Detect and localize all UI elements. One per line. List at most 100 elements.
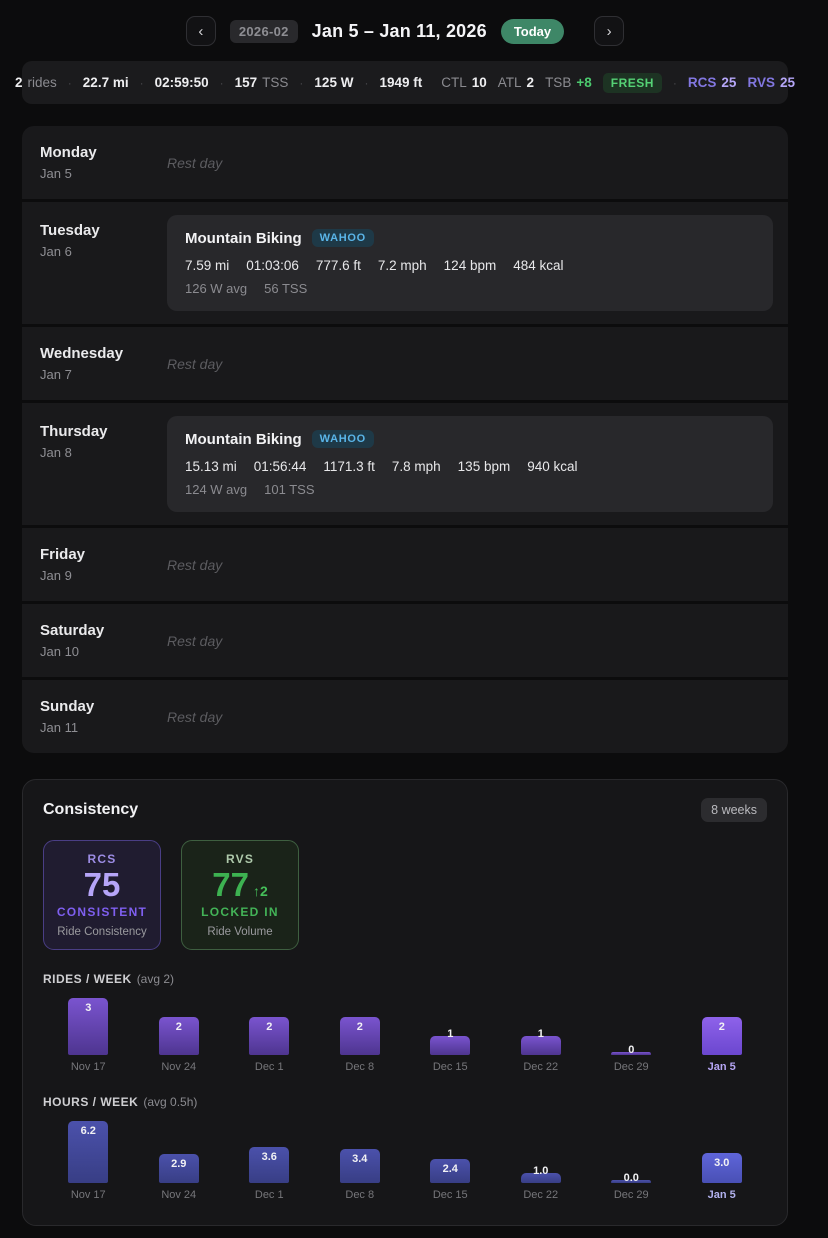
fresh-status-badge: FRESH bbox=[602, 72, 662, 93]
bar-value-label: 1.0 bbox=[533, 1165, 549, 1177]
summary-stat-part: CTL bbox=[441, 75, 467, 90]
bar-category-label: Dec 1 bbox=[254, 1061, 284, 1073]
chart-label-row: RIDES / WEEK (avg 2) bbox=[43, 972, 767, 986]
bar-value-label: 6.2 bbox=[80, 1125, 96, 1137]
score-sublabel: Ride Volume bbox=[207, 926, 273, 939]
bar-category-label: Dec 29 bbox=[613, 1061, 649, 1073]
activity-card[interactable]: Mountain Biking WAHOO 15.13 mi 01:56:44 1171… bbox=[167, 416, 773, 512]
day-date: Jan 6 bbox=[40, 244, 72, 259]
bar: 2 bbox=[701, 1017, 742, 1055]
day-name: Friday bbox=[40, 546, 86, 563]
bar: 1 bbox=[520, 1028, 561, 1055]
chart-bars: 3 Nov 17 2 Nov 24 2 Dec 1 2 Dec 8 1 Dec 15 1 Dec 22… bbox=[43, 998, 767, 1073]
next-week-button[interactable]: › bbox=[594, 16, 625, 46]
stat-separator-dot: · bbox=[219, 75, 224, 90]
chart-column: 2 Nov 24 bbox=[134, 998, 225, 1073]
chart-column: 0 Dec 29 bbox=[586, 998, 677, 1073]
bar: 1.0 bbox=[520, 1165, 561, 1183]
activity-stat-secondary: 124 W avg bbox=[185, 482, 248, 497]
activity-stat-secondary: 101 TSS bbox=[264, 482, 315, 497]
activity-secondary-stats: 124 W avg 101 TSS bbox=[185, 482, 755, 497]
summary-stat-part: rides bbox=[27, 75, 57, 90]
bar-value-label: 2.9 bbox=[171, 1158, 187, 1170]
day-date: Jan 5 bbox=[40, 166, 72, 181]
score-label: RCS bbox=[87, 851, 117, 866]
bar-wrap: 6.2 bbox=[43, 1121, 134, 1183]
hours-per-week-chart: HOURS / WEEK (avg 0.5h) 6.2 Nov 17 2.9 Nov 24… bbox=[43, 1095, 767, 1201]
score-label: RVS bbox=[225, 851, 255, 866]
range-selector-badge[interactable]: 8 weeks bbox=[701, 798, 767, 822]
summary-stat-part: ATL bbox=[497, 75, 522, 90]
bar-wrap: 3.6 bbox=[224, 1121, 315, 1183]
day-row: Wednesday Jan 7 Rest day bbox=[22, 327, 788, 400]
bar-category-label: Nov 17 bbox=[70, 1189, 106, 1201]
prev-week-button[interactable]: ‹ bbox=[185, 16, 216, 46]
activity-secondary-stats: 126 W avg 56 TSS bbox=[185, 281, 755, 296]
summary-stat-part: 2 bbox=[15, 75, 23, 90]
bar: 3 bbox=[68, 998, 109, 1055]
bar: 2 bbox=[339, 1017, 380, 1055]
chart-column: 6.2 Nov 17 bbox=[43, 1121, 134, 1201]
bar: 0.0 bbox=[611, 1172, 652, 1184]
summary-stat: CTL 10 bbox=[441, 75, 487, 90]
score-status: CONSISTENT bbox=[56, 905, 148, 920]
activity-stat: 01:56:44 bbox=[253, 459, 307, 474]
day-row: Friday Jan 9 Rest day bbox=[22, 528, 788, 601]
activity-stat: 15.13 mi bbox=[185, 459, 237, 474]
summary-stat: 157 TSS bbox=[235, 75, 289, 90]
bar-category-label: Dec 8 bbox=[345, 1189, 375, 1201]
day-name: Wednesday bbox=[40, 345, 124, 362]
bar-wrap: 1 bbox=[496, 998, 587, 1055]
bar-value-label: 2.4 bbox=[442, 1163, 458, 1175]
activity-title-row: Mountain Biking WAHOO bbox=[185, 430, 755, 448]
activity-stat: 940 kcal bbox=[527, 459, 578, 474]
score-status: LOCKED IN bbox=[201, 905, 279, 920]
score-value: 77 ↑2 bbox=[212, 865, 268, 903]
bar: 2.4 bbox=[430, 1159, 471, 1183]
activity-stat: 01:03:06 bbox=[246, 258, 299, 273]
bar-value-label: 1 bbox=[447, 1028, 454, 1040]
bar: 3.0 bbox=[701, 1153, 742, 1183]
day-row: Sunday Jan 11 Rest day bbox=[22, 680, 788, 753]
day-date: Jan 10 bbox=[40, 644, 80, 659]
bar-value-label: 0 bbox=[628, 1044, 635, 1056]
stat-separator-dot: · bbox=[299, 75, 304, 90]
bar-value-label: 2 bbox=[175, 1021, 182, 1033]
bar-wrap: 2 bbox=[224, 998, 315, 1055]
activity-primary-stats: 7.59 mi 01:03:06 777.6 ft 7.2 mph 124 bpm 484… bbox=[185, 258, 755, 273]
chart-column: 2 Jan 5 bbox=[677, 998, 768, 1073]
bar-value-label: 2 bbox=[266, 1021, 273, 1033]
summary-stat: RVS 25 bbox=[747, 75, 795, 90]
chart-column: 1.0 Dec 22 bbox=[496, 1121, 587, 1201]
day-name: Sunday bbox=[40, 698, 95, 715]
bar-value-label: 3.6 bbox=[261, 1151, 277, 1163]
activity-title: Mountain Biking bbox=[185, 229, 302, 247]
activity-stat-secondary: 126 W avg bbox=[185, 281, 248, 296]
summary-stat: TSB +8 bbox=[545, 75, 592, 90]
summary-stat-part: RCS bbox=[687, 75, 717, 90]
chart-column: 2.9 Nov 24 bbox=[134, 1121, 225, 1201]
summary-stat-part: 25 bbox=[721, 75, 737, 90]
bar-value-label: 3.4 bbox=[352, 1153, 368, 1165]
activity-title-row: Mountain Biking WAHOO bbox=[185, 229, 755, 247]
bar: 3.4 bbox=[339, 1149, 380, 1183]
chart-label-row: HOURS / WEEK (avg 0.5h) bbox=[43, 1095, 767, 1109]
day-info: Tuesday Jan 6 bbox=[40, 222, 167, 259]
summary-stat: 22.7 mi bbox=[83, 75, 129, 90]
bar: 0 bbox=[611, 1044, 652, 1056]
summary-stat: FRESH bbox=[602, 72, 662, 93]
bar-category-label: Dec 15 bbox=[432, 1061, 468, 1073]
summary-stat-part: +8 bbox=[576, 75, 592, 90]
day-row: Tuesday Jan 6 Mountain Biking WAHOO 7.59 mi 0… bbox=[22, 202, 788, 324]
day-name: Saturday bbox=[40, 622, 105, 639]
rest-day-label: Rest day bbox=[167, 556, 223, 573]
today-button[interactable]: Today bbox=[500, 18, 565, 44]
bar-wrap: 0.0 bbox=[586, 1121, 677, 1184]
bar-wrap: 2.4 bbox=[405, 1121, 496, 1183]
consistency-title: Consistency bbox=[43, 801, 139, 818]
activity-card[interactable]: Mountain Biking WAHOO 7.59 mi 01:03:06 777.6… bbox=[167, 215, 773, 311]
rvs-score-card: RVS 77 ↑2 LOCKED IN Ride Volume bbox=[181, 840, 299, 950]
day-info: Saturday Jan 10 bbox=[40, 622, 167, 659]
chart-title: HOURS / WEEK bbox=[43, 1095, 139, 1109]
